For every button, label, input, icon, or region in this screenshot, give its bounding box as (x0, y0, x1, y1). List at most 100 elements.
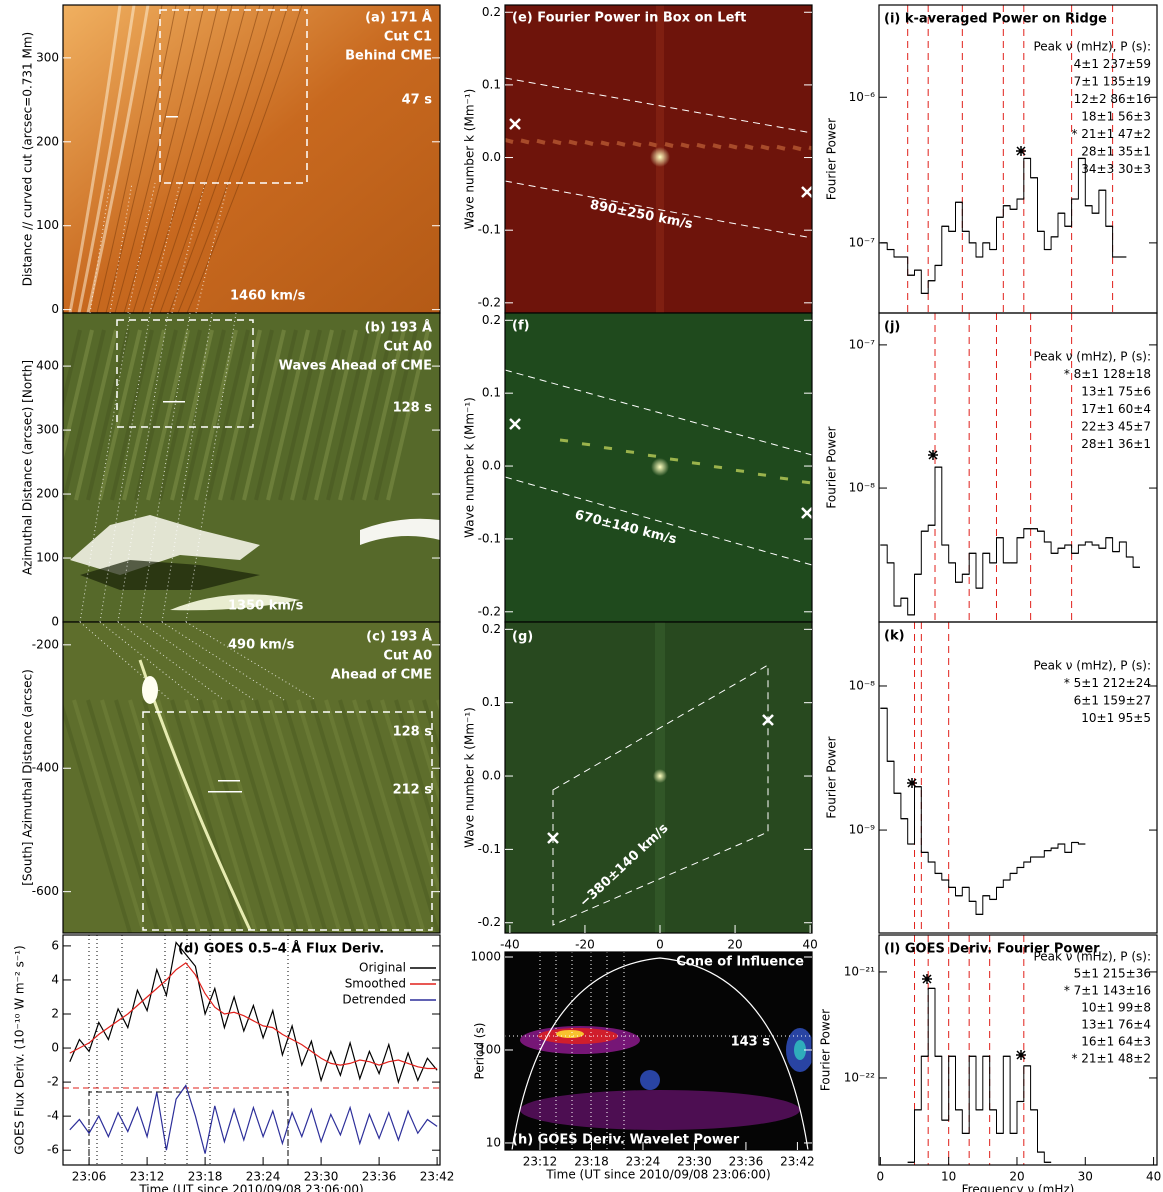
y-tick-label: -0.1 (478, 223, 501, 237)
x-tick-label: -40 (500, 938, 520, 952)
legend-label: Detrended (342, 993, 406, 1007)
y-tick-label: 100 (478, 1042, 501, 1056)
streak (338, 699, 412, 933)
streak (310, 699, 384, 933)
streak (182, 329, 226, 501)
annotation: Cone of Influence (676, 955, 804, 970)
ridge (696, 142, 706, 149)
step-connector (880, 466, 1140, 616)
y-tick-label: 0.0 (482, 459, 501, 473)
legend-label: Original (359, 961, 406, 975)
streak (282, 699, 356, 933)
y-tick-label: 0 (51, 302, 59, 316)
peak-row: 12±2 86±16 (1074, 92, 1151, 106)
streak (186, 5, 303, 313)
streak (105, 5, 177, 313)
bright-spot (142, 676, 158, 704)
streak (110, 329, 154, 501)
y-tick-label: 0.1 (482, 695, 501, 709)
x-tick-label: 10 (941, 1170, 956, 1184)
frame (62, 934, 441, 1166)
y-tick-label: 100 (36, 218, 59, 232)
x-tick-label: 23:30 (677, 1155, 712, 1169)
panel-title: (l) GOES Deriv. Fourier Power (884, 942, 1100, 957)
x-tick-label: 23:24 (626, 1155, 661, 1169)
cross (547, 832, 559, 844)
track (117, 312, 169, 623)
ridge (625, 449, 635, 454)
track (139, 312, 191, 623)
annotation: Behind CME (345, 49, 432, 64)
peak-row: 17±1 60±4 (1081, 402, 1151, 416)
ridge (801, 480, 811, 485)
plot-area (63, 935, 440, 1165)
annotation: 1460 km/s (230, 289, 306, 304)
annotation: 47 s (402, 93, 433, 108)
annotation: (a) 171 Å (365, 10, 432, 26)
streak (242, 329, 286, 501)
streak (266, 329, 310, 501)
streak (96, 5, 163, 313)
streak (72, 699, 146, 933)
peak-row: 10±1 99±8 (1081, 1001, 1151, 1015)
streak (350, 329, 394, 501)
y-axis-label: Distance // curved cut (arcsec=0.731 Mm) (21, 32, 35, 286)
box (142, 711, 433, 931)
annotation: (g) (512, 630, 533, 645)
y-tick-label: 0.0 (482, 769, 501, 783)
streak (338, 329, 382, 501)
peak-star (928, 450, 938, 460)
y-tick-label: 0 (51, 1041, 59, 1055)
y-tick-label: 400 (36, 359, 59, 373)
bright-feature (170, 594, 300, 611)
y-tick-label: 4 (51, 972, 59, 986)
x-tick-label: 23:30 (304, 1170, 339, 1184)
annotation: 128 s (393, 725, 433, 740)
y-tick-label: 10⁻⁷ (849, 337, 876, 351)
track (161, 621, 285, 701)
streak (422, 699, 440, 761)
y-tick-label: -600 (32, 884, 59, 898)
box (116, 319, 254, 428)
x-tick-label: 23:12 (523, 1155, 558, 1169)
y-tick-label: 0.0 (482, 150, 501, 164)
ridge (808, 145, 812, 151)
streak (114, 699, 188, 933)
series-line (69, 962, 438, 1070)
streak (212, 699, 286, 933)
peak-row: 13±1 75±6 (1081, 385, 1151, 399)
x-tick-label: 20 (1009, 1170, 1024, 1184)
streak (86, 5, 150, 313)
plot-area (63, 5, 440, 313)
y-tick-label: -6 (47, 1143, 59, 1157)
peak-row: 4±1 237±59 (1074, 57, 1151, 71)
streak (170, 699, 244, 933)
plot-area (505, 952, 812, 1150)
y-tick-label: -400 (32, 761, 59, 775)
streak (380, 699, 440, 901)
ridge (713, 465, 723, 470)
y-tick-label: 10 (486, 1135, 501, 1149)
track (79, 312, 131, 623)
panel-title: (d) GOES 0.5–4 Å Flux Deriv. (178, 941, 384, 957)
plot-area (505, 313, 812, 622)
x-axis-label: Time (UT since 2010/09/08 23:06:00) (138, 1183, 363, 1192)
streak (296, 699, 370, 933)
y-tick-label: -200 (32, 637, 59, 651)
streak (74, 329, 118, 501)
panel: 10⁻⁷ 10⁻⁶ Fourier Power (i) k-averaged Powe… (825, 4, 1158, 314)
power-blob (556, 1030, 584, 1038)
streak (386, 329, 430, 501)
ridge (648, 141, 658, 148)
ridge (600, 140, 610, 147)
frame (878, 934, 1158, 1166)
cross (801, 186, 812, 198)
peak-row: * 5±1 212±24 (1064, 676, 1151, 690)
plot-area (880, 5, 1127, 313)
error-bar (218, 780, 240, 782)
streak (150, 5, 247, 313)
peak-row: * 7±1 143±16 (1064, 984, 1151, 998)
streak (302, 329, 346, 501)
cross (762, 714, 774, 726)
